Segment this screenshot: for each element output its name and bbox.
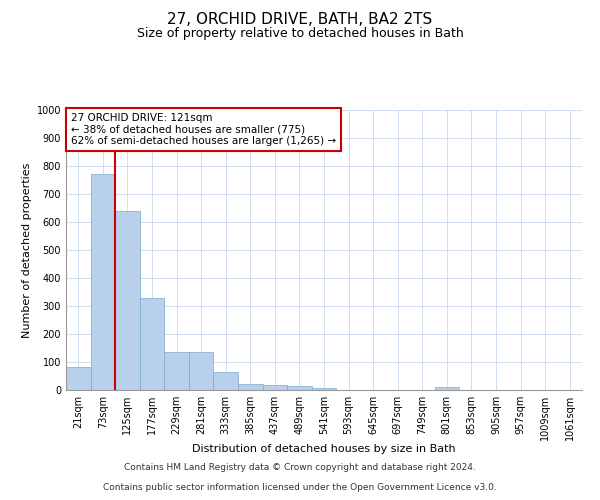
Text: 27 ORCHID DRIVE: 121sqm
← 38% of detached houses are smaller (775)
62% of semi-d: 27 ORCHID DRIVE: 121sqm ← 38% of detache… (71, 113, 336, 146)
Text: Contains HM Land Registry data © Crown copyright and database right 2024.: Contains HM Land Registry data © Crown c… (124, 464, 476, 472)
Bar (238, 384, 263, 390)
Text: Contains public sector information licensed under the Open Government Licence v3: Contains public sector information licen… (103, 484, 497, 492)
Text: 27, ORCHID DRIVE, BATH, BA2 2TS: 27, ORCHID DRIVE, BATH, BA2 2TS (167, 12, 433, 28)
Bar (115, 211, 140, 390)
Text: Size of property relative to detached houses in Bath: Size of property relative to detached ho… (137, 28, 463, 40)
Bar (263, 385, 287, 390)
X-axis label: Distribution of detached houses by size in Bath: Distribution of detached houses by size … (192, 444, 456, 454)
Bar (214, 372, 238, 390)
Bar (434, 387, 459, 390)
Bar (287, 386, 312, 390)
Bar (91, 174, 115, 390)
Bar (140, 298, 164, 390)
Bar (189, 352, 214, 390)
Bar (312, 388, 336, 390)
Bar (164, 352, 189, 390)
Bar (66, 367, 91, 390)
Y-axis label: Number of detached properties: Number of detached properties (22, 162, 32, 338)
